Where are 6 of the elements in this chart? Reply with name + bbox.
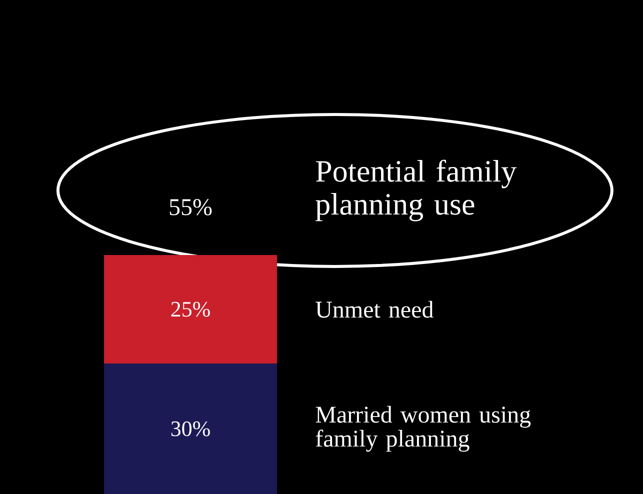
data-label: 30% <box>171 421 210 436</box>
series-label: Married women using family planning <box>316 406 531 452</box>
data-label: 25% <box>171 302 210 317</box>
series-label: Unmet need <box>316 300 434 318</box>
text: Potential family planning use <box>316 160 516 222</box>
total-label: 55% <box>170 199 212 216</box>
